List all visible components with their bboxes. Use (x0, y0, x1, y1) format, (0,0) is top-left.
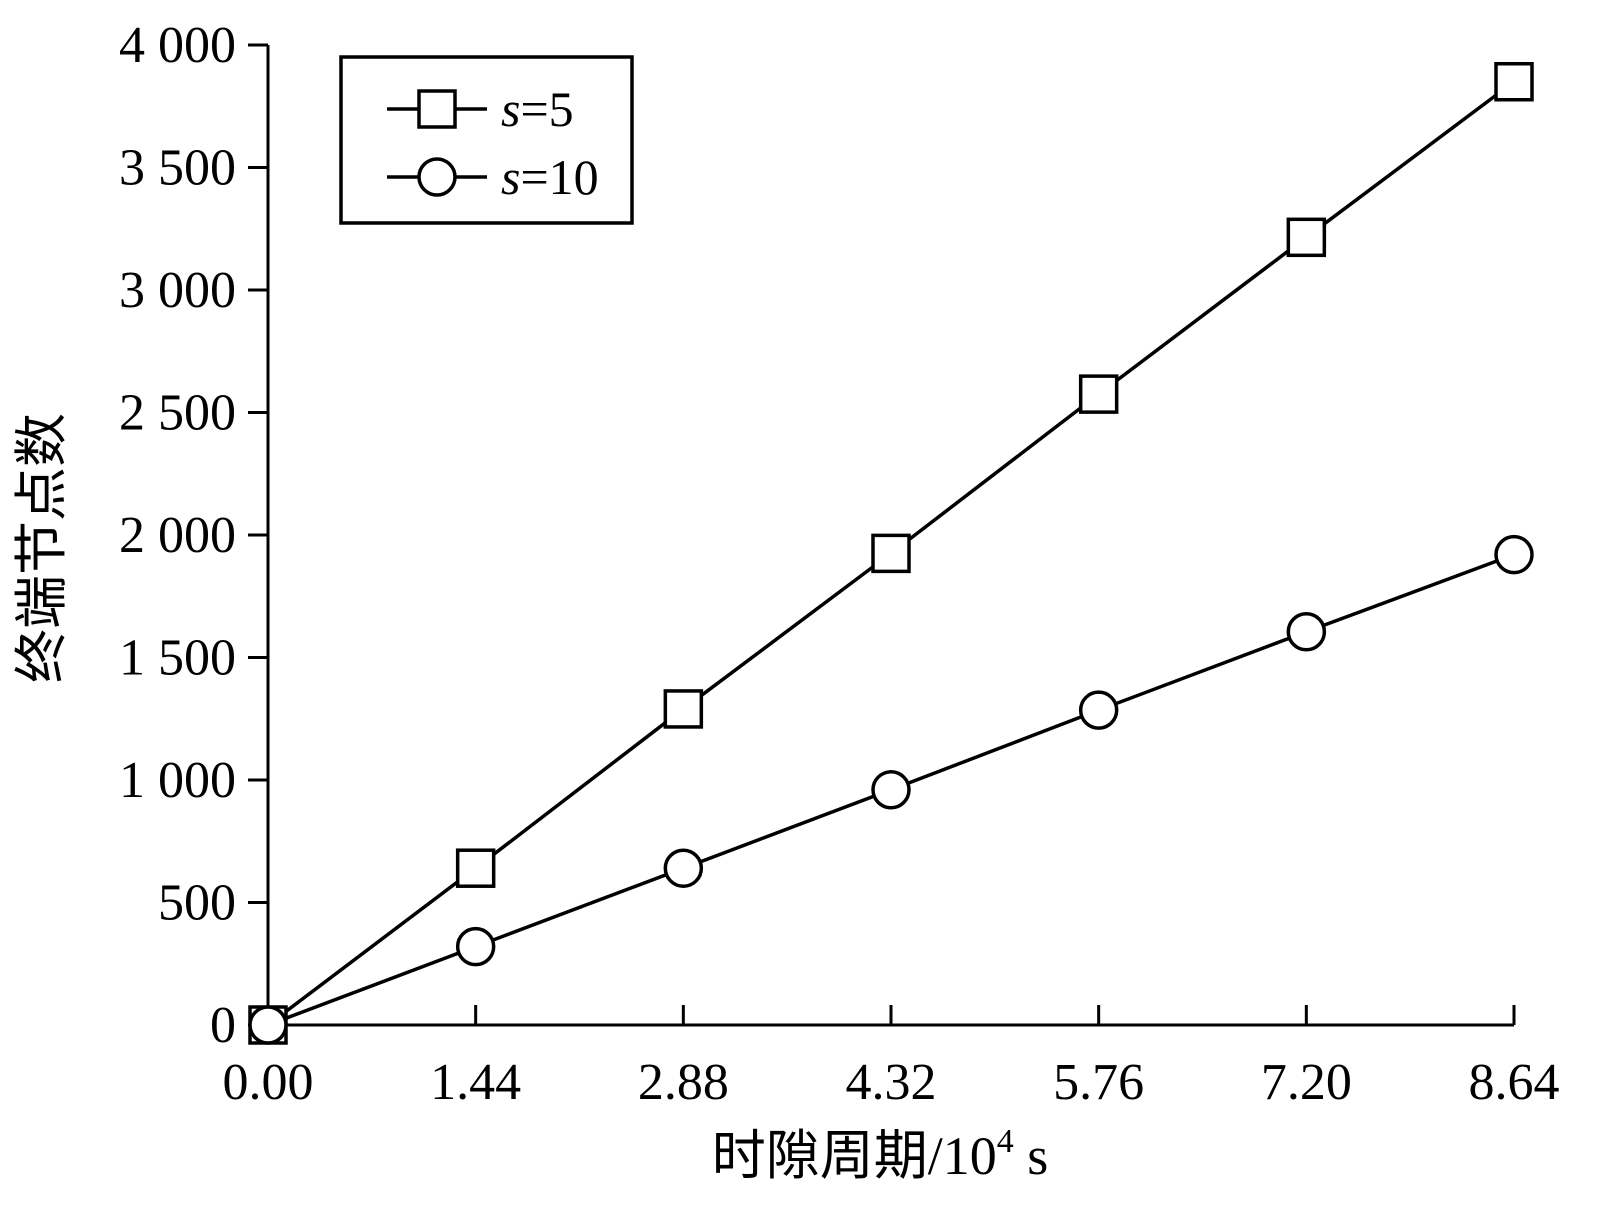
data-point-circle (1286, 612, 1327, 652)
legend-label-variable: s (501, 149, 520, 205)
x-ticks: 0.00 1.44 2.88 4.32 5.76 7.20 8.64 (223, 1005, 1560, 1111)
legend-box (339, 55, 634, 225)
x-axis-title: 时隙周期/104 s (712, 1123, 1049, 1186)
x-axis-title-exponent: 4 (997, 1123, 1014, 1160)
x-tick-label: 7.20 (1261, 1054, 1352, 1111)
x-axis-title-unit: s (1014, 1126, 1049, 1186)
data-point-circle (663, 848, 704, 888)
legend-label: s=10 (501, 149, 599, 205)
data-point-square (663, 689, 704, 729)
x-tick-label: 2.88 (638, 1054, 729, 1111)
x-tick-label: 5.76 (1053, 1054, 1144, 1111)
y-tick-label: 2 000 (119, 507, 236, 564)
x-tick-label: 4.32 (846, 1054, 937, 1111)
y-tick-label: 4 000 (119, 17, 236, 74)
y-tick-label: 2 500 (119, 385, 236, 442)
legend: s=5s=10 (339, 55, 634, 225)
y-tick-label: 3 000 (119, 262, 236, 319)
legend-marker-circle (417, 157, 457, 197)
y-tick-label: 500 (158, 875, 236, 932)
x-tick-label: 1.44 (430, 1054, 521, 1111)
legend-marker-square (417, 89, 457, 129)
data-point-circle (248, 1005, 288, 1045)
data-point-circle (1078, 690, 1119, 730)
y-tick-label: 0 (210, 997, 236, 1054)
data-point-square (455, 848, 496, 888)
series-layer (248, 62, 1534, 1045)
legend-label: s=5 (501, 81, 574, 137)
y-tick-label: 1 000 (119, 752, 236, 809)
y-ticks: 0 500 1 000 1 500 2 000 2 500 3 000 3 500 4 000 (119, 17, 268, 1054)
x-tick-label: 8.64 (1469, 1054, 1560, 1111)
y-tick-label: 1 500 (119, 630, 236, 687)
legend-label-value: =5 (520, 81, 573, 137)
legend-label-value: =10 (520, 149, 598, 205)
x-tick-label: 0.00 (223, 1054, 314, 1111)
data-point-circle (871, 770, 911, 810)
legend-entry: s=10 (387, 149, 599, 205)
x-axis-title-main: 时隙周期/10 (712, 1126, 997, 1186)
legend-entry: s=5 (387, 81, 574, 137)
data-point-square (1286, 217, 1327, 258)
legend-label-variable: s (501, 81, 520, 137)
data-point-square (871, 533, 911, 574)
data-point-circle (455, 926, 496, 967)
series-2 (248, 534, 1534, 1045)
data-point-circle (1494, 534, 1534, 575)
data-point-square (1078, 374, 1119, 414)
y-tick-label: 3 500 (119, 140, 236, 197)
data-point-square (1494, 62, 1534, 102)
y-axis-title: 终端节点数 (12, 413, 72, 683)
